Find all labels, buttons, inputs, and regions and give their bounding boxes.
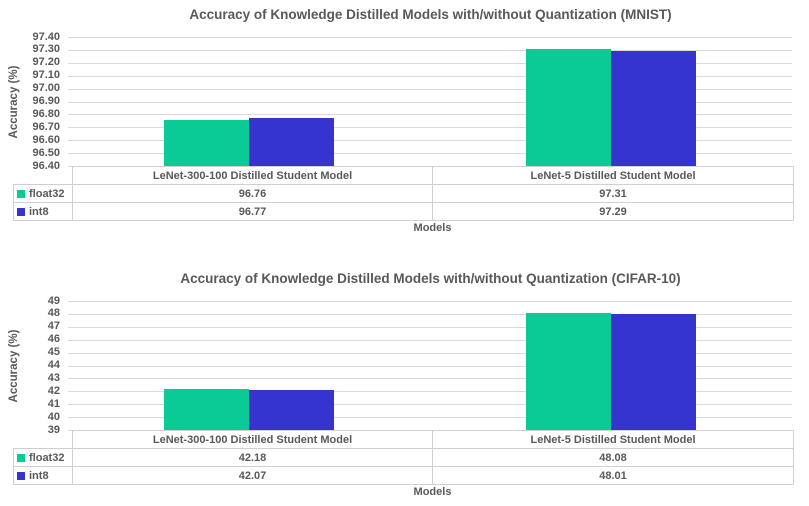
value-cell: 96.76 bbox=[72, 184, 433, 203]
bar-float32-category-2 bbox=[526, 48, 611, 166]
y-tick-label: 96.90 bbox=[32, 95, 60, 107]
data-table: LeNet-300-100 Distilled Student Model LeN… bbox=[13, 166, 794, 221]
bar-float32-category-2 bbox=[526, 312, 611, 430]
y-tick-label: 97.00 bbox=[32, 82, 60, 95]
y-tick-label: 97.40 bbox=[32, 30, 60, 43]
gridline bbox=[68, 37, 792, 38]
bar-float32-category-1 bbox=[164, 389, 249, 430]
gridline bbox=[68, 313, 792, 315]
gridline bbox=[68, 352, 792, 354]
float32-legend-swatch-icon bbox=[17, 453, 25, 462]
gridline bbox=[68, 301, 792, 302]
y-tick-label: 42 bbox=[47, 384, 60, 397]
y-tick-label: 96.60 bbox=[32, 133, 60, 146]
x-axis-label: Models bbox=[413, 222, 452, 234]
chart-title: Accuracy of Knowledge Distilled Models w… bbox=[180, 271, 681, 286]
y-tick-label: 44 bbox=[47, 359, 60, 371]
table-row: float32 96.76 97.31 bbox=[13, 184, 794, 203]
gridline bbox=[68, 391, 792, 393]
int8-legend-swatch-icon bbox=[17, 471, 25, 480]
category-header: LeNet-300-100 Distilled Student Model bbox=[72, 430, 433, 449]
bar-int8-category-2 bbox=[611, 313, 696, 430]
gridline bbox=[68, 127, 792, 129]
bar-float32-category-1 bbox=[164, 119, 249, 166]
legend-key-int8: int8 bbox=[13, 202, 73, 221]
table-row: int8 42.07 48.01 bbox=[13, 466, 794, 485]
y-tick-label: 45 bbox=[47, 346, 60, 359]
y-tick-label: 96.70 bbox=[32, 120, 60, 133]
bar-int8-category-2 bbox=[611, 51, 696, 166]
chart-cifar10: Accuracy of Knowledge Distilled Models w… bbox=[0, 264, 809, 504]
y-tick-label: 47 bbox=[47, 320, 60, 333]
gridline bbox=[68, 88, 792, 90]
gridline bbox=[68, 404, 792, 406]
chart-title: Accuracy of Knowledge Distilled Models w… bbox=[189, 7, 672, 22]
y-tick-label: 48 bbox=[47, 307, 60, 320]
value-cell: 48.08 bbox=[432, 448, 794, 467]
legend-label: float32 bbox=[29, 187, 65, 200]
y-tick-label: 96.80 bbox=[32, 107, 60, 120]
y-tick-label: 96.50 bbox=[32, 146, 60, 159]
value-cell: 97.31 bbox=[432, 184, 794, 203]
y-tick-label: 96.40 bbox=[32, 159, 60, 172]
legend-label: int8 bbox=[29, 469, 49, 482]
legend-key-float32: float32 bbox=[13, 184, 73, 203]
y-tick-label: 41 bbox=[47, 397, 60, 410]
legend-label: float32 bbox=[29, 451, 65, 464]
y-tick-label: 97.20 bbox=[32, 56, 60, 69]
gridline bbox=[68, 114, 792, 116]
y-tick-label: 40 bbox=[47, 410, 60, 423]
bar-int8-category-1 bbox=[249, 390, 334, 430]
y-tick-label: 43 bbox=[47, 371, 60, 384]
gridline bbox=[68, 378, 792, 380]
category-header: LeNet-5 Distilled Student Model bbox=[432, 166, 794, 185]
gridline bbox=[68, 101, 792, 103]
value-cell: 96.77 bbox=[72, 202, 433, 221]
value-cell: 42.18 bbox=[72, 448, 433, 467]
y-tick-label: 97.10 bbox=[32, 69, 60, 82]
bar-int8-category-1 bbox=[249, 118, 334, 166]
y-tick-label: 46 bbox=[47, 333, 60, 346]
table-row: float32 42.18 48.08 bbox=[13, 448, 794, 467]
legend-key-int8: int8 bbox=[13, 466, 73, 485]
legend-key-float32: float32 bbox=[13, 448, 73, 467]
gridline bbox=[68, 49, 792, 51]
table-corner-cell bbox=[14, 167, 73, 185]
int8-legend-swatch-icon bbox=[17, 207, 25, 216]
gridline bbox=[68, 62, 792, 64]
table-corner-cell bbox=[14, 431, 73, 449]
table-header-row: LeNet-300-100 Distilled Student Model LeN… bbox=[14, 166, 794, 185]
category-header: LeNet-5 Distilled Student Model bbox=[432, 430, 794, 449]
float32-legend-swatch-icon bbox=[17, 189, 25, 198]
value-cell: 42.07 bbox=[72, 466, 433, 485]
gridline bbox=[68, 326, 792, 328]
legend-label: int8 bbox=[29, 205, 49, 218]
data-table: LeNet-300-100 Distilled Student Model LeN… bbox=[13, 430, 794, 485]
gridline bbox=[68, 365, 792, 367]
y-tick-label: 49 bbox=[47, 294, 60, 307]
table-row: int8 96.77 97.29 bbox=[13, 202, 794, 221]
x-axis-label: Models bbox=[413, 486, 452, 498]
gridline bbox=[68, 153, 792, 155]
gridline bbox=[68, 339, 792, 341]
category-header: LeNet-300-100 Distilled Student Model bbox=[72, 166, 433, 185]
value-cell: 97.29 bbox=[432, 202, 794, 221]
gridline bbox=[68, 417, 792, 419]
gridline bbox=[68, 140, 792, 142]
value-cell: 48.01 bbox=[432, 466, 794, 485]
y-tick-label: 39 bbox=[47, 423, 60, 436]
y-tick-label: 97.30 bbox=[32, 43, 60, 56]
table-header-row: LeNet-300-100 Distilled Student Model LeN… bbox=[14, 430, 794, 449]
chart-mnist: Accuracy of Knowledge Distilled Models w… bbox=[0, 0, 809, 240]
gridline bbox=[68, 75, 792, 77]
